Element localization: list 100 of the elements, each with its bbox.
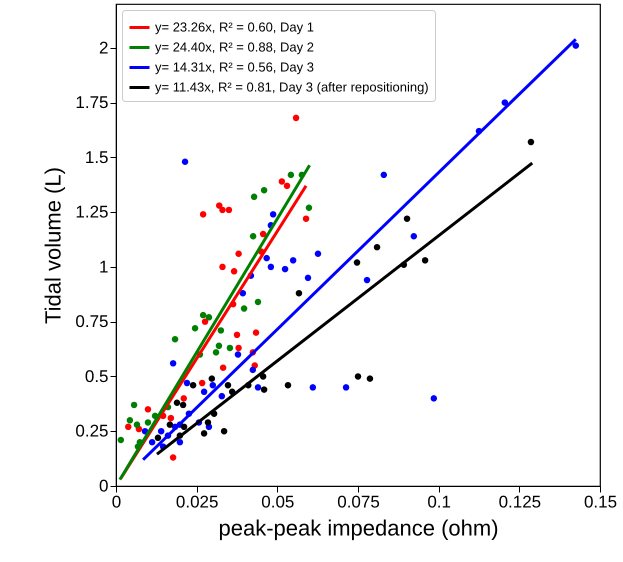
- point: [235, 250, 242, 257]
- legend-label: y= 24.40x, R² = 0.88, Day 2: [155, 40, 314, 54]
- point: [364, 276, 370, 284]
- point: [125, 424, 132, 430]
- point: [180, 424, 188, 430]
- point: [220, 428, 228, 434]
- point: [374, 244, 380, 250]
- point: [154, 434, 162, 442]
- point: [144, 406, 152, 413]
- point: [284, 382, 292, 388]
- y-tick-label: 1.5: [84, 148, 108, 167]
- point: [314, 250, 322, 257]
- legend-label: y= 14.31x, R² = 0.56, Day 3: [155, 60, 314, 74]
- point: [182, 158, 188, 165]
- point: [278, 178, 286, 185]
- point: [263, 254, 270, 262]
- point: [148, 438, 156, 446]
- point: [172, 336, 178, 342]
- point: [240, 290, 246, 296]
- point: [254, 384, 262, 391]
- point: [204, 419, 212, 426]
- point: [190, 382, 196, 388]
- legend-label: y= 11.43x, R² = 0.81, Day 3 (after repositioning): [155, 80, 429, 94]
- x-tick-label: 0.1: [427, 492, 451, 512]
- point: [200, 430, 208, 437]
- point: [250, 366, 256, 374]
- point: [306, 204, 312, 211]
- point: [304, 274, 312, 282]
- point: [218, 327, 224, 334]
- x-tick-label: 0.05: [261, 492, 294, 512]
- point: [218, 392, 226, 400]
- point: [235, 344, 242, 352]
- point: [284, 182, 290, 190]
- point: [290, 257, 296, 264]
- point: [292, 114, 300, 122]
- y-tick-label: 1: [99, 257, 108, 276]
- point: [572, 42, 580, 49]
- point: [220, 364, 226, 371]
- point: [216, 202, 222, 209]
- x-tick-label: 0.025: [176, 492, 218, 512]
- point: [230, 268, 238, 275]
- point: [528, 138, 534, 146]
- point: [158, 428, 164, 434]
- point: [422, 257, 428, 264]
- point: [219, 264, 226, 270]
- point: [166, 421, 174, 428]
- point: [208, 375, 216, 382]
- point: [212, 349, 220, 356]
- x-tick-label: 0: [112, 492, 122, 512]
- point: [174, 400, 180, 406]
- point: [354, 259, 360, 266]
- y-tick-label: 1.25: [75, 202, 108, 222]
- point: [254, 298, 262, 306]
- x-tick-label: 0.15: [584, 492, 618, 512]
- point: [180, 395, 187, 402]
- point: [184, 380, 190, 386]
- point: [170, 360, 176, 367]
- point: [118, 436, 124, 444]
- point: [234, 351, 242, 358]
- point: [270, 211, 276, 218]
- x-axis-title: peak-peak impedance (ohm): [218, 516, 499, 540]
- point: [200, 388, 208, 396]
- y-tick-label: 2: [99, 38, 108, 58]
- point: [170, 454, 176, 461]
- point: [134, 421, 140, 428]
- point: [126, 417, 134, 424]
- y-tick-label: 0.5: [84, 366, 108, 386]
- point: [210, 382, 216, 388]
- point: [260, 386, 268, 393]
- point: [260, 230, 266, 238]
- point: [144, 419, 152, 426]
- point: [224, 382, 232, 388]
- point: [354, 373, 362, 380]
- point: [310, 384, 316, 391]
- point: [252, 329, 260, 336]
- point: [250, 233, 256, 240]
- point: [234, 332, 240, 338]
- point: [200, 211, 206, 218]
- point: [192, 325, 198, 332]
- y-axis-title: Tidal volume (L): [40, 167, 66, 324]
- point: [502, 99, 508, 106]
- point: [168, 414, 174, 422]
- point: [176, 438, 184, 446]
- point: [219, 206, 226, 214]
- point: [380, 172, 388, 178]
- point: [410, 233, 418, 240]
- point: [302, 215, 310, 222]
- point: [130, 402, 138, 408]
- point: [200, 312, 206, 318]
- point: [342, 384, 350, 391]
- point: [296, 290, 302, 296]
- y-tick-label: 0: [99, 476, 108, 496]
- point: [282, 266, 288, 272]
- point: [202, 318, 208, 325]
- x-tick-label: 0.125: [498, 492, 542, 512]
- point: [180, 402, 186, 408]
- point: [226, 206, 232, 214]
- point: [198, 380, 206, 386]
- point: [366, 375, 374, 382]
- point: [240, 305, 248, 312]
